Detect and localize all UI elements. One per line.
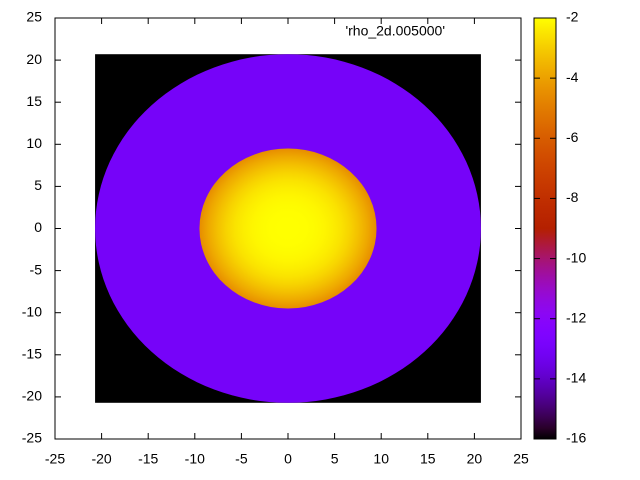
x-tick-label: 25 <box>513 451 529 467</box>
colorbar-border <box>533 17 557 440</box>
x-tick-label: 5 <box>331 451 339 467</box>
cb-tick-label: -4 <box>566 69 579 85</box>
plot-area <box>95 54 481 403</box>
x-tick-label: 0 <box>284 451 292 467</box>
cb-tick-label: -2 <box>566 9 579 25</box>
y-tick-label: -25 <box>22 430 42 446</box>
y-tick-label: 10 <box>26 135 42 151</box>
y-tick-label: -15 <box>22 346 42 362</box>
x-tick-label: 10 <box>373 451 389 467</box>
y-tick-label: 5 <box>34 177 42 193</box>
x-tick-label: -20 <box>91 451 111 467</box>
colorbar <box>534 18 556 439</box>
x-tick-label: -25 <box>45 451 65 467</box>
y-tick-label: -5 <box>30 261 43 277</box>
x-tick-label: -15 <box>138 451 158 467</box>
x-tick-label: -5 <box>235 451 248 467</box>
cb-tick-label: -14 <box>566 370 586 386</box>
y-tick-label: 20 <box>26 51 42 67</box>
y-tick-label: 15 <box>26 93 42 109</box>
cb-tick-label: -10 <box>566 249 586 265</box>
heatmap-region <box>199 148 377 309</box>
cb-tick-label: -8 <box>566 189 579 205</box>
x-tick-label: -10 <box>185 451 205 467</box>
cb-tick-label: -16 <box>566 430 586 446</box>
cb-tick-label: -6 <box>566 129 579 145</box>
y-tick-label: -20 <box>22 388 42 404</box>
y-tick-label: 0 <box>34 219 42 235</box>
x-tick-label: 15 <box>420 451 436 467</box>
key-title: 'rho_2d.005000' <box>345 23 445 39</box>
cb-tick-label: -12 <box>566 309 586 325</box>
x-tick-label: 20 <box>467 451 483 467</box>
y-tick-label: 25 <box>26 9 42 25</box>
y-tick-label: -10 <box>22 303 42 319</box>
